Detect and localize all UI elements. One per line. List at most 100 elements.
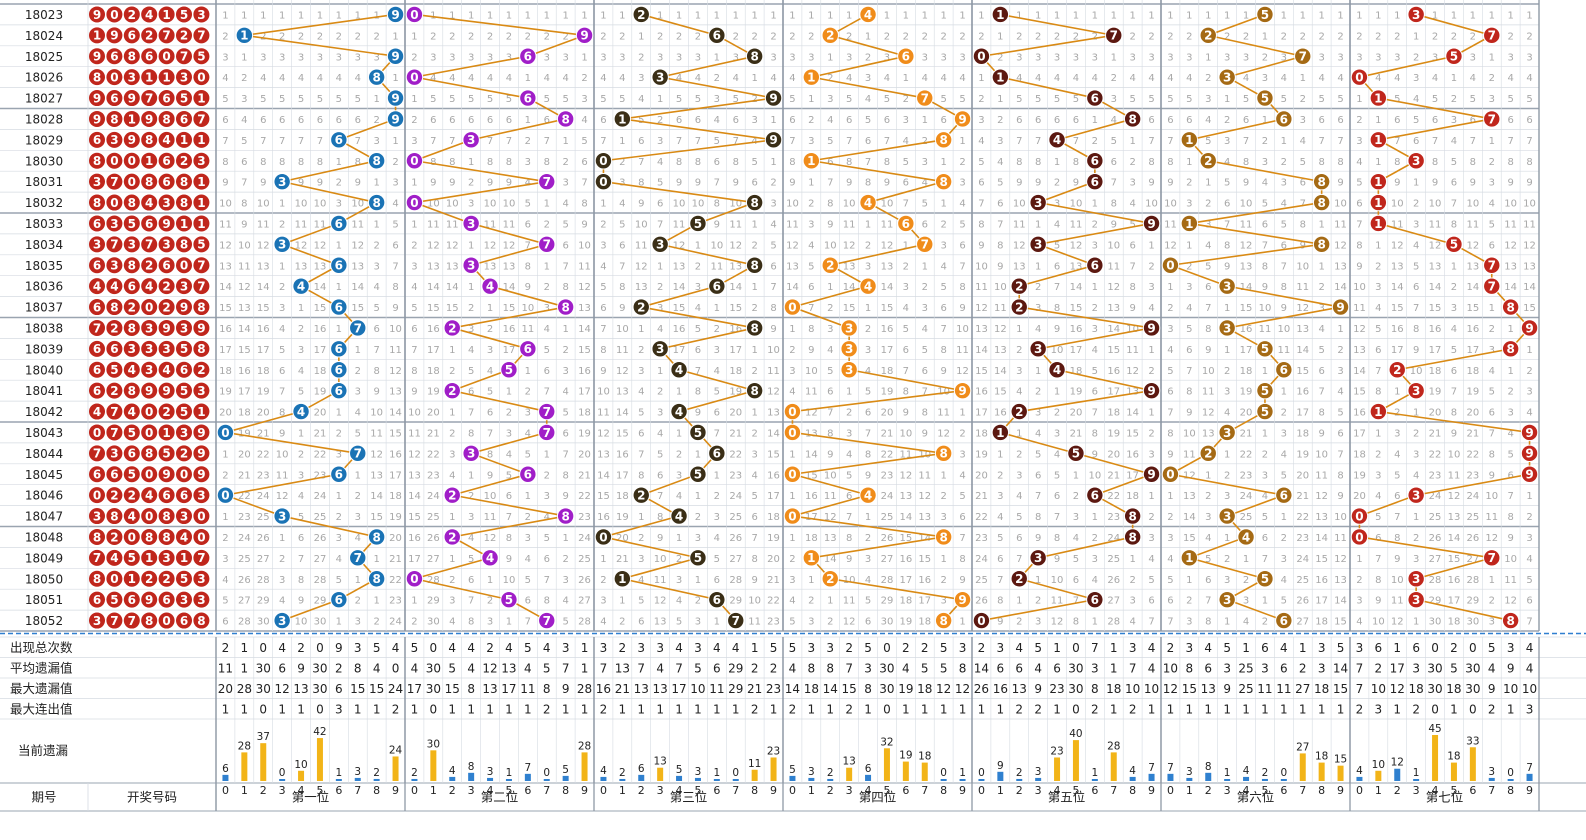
miss-value: 2 — [1035, 31, 1041, 42]
miss-value: 1 — [1148, 491, 1154, 502]
draw-ball — [141, 445, 158, 462]
current-miss-value: 3 — [808, 766, 815, 778]
current-miss-value: 2 — [1262, 767, 1269, 779]
miss-value: 11 — [975, 282, 988, 293]
stat-value: 2 — [978, 641, 986, 655]
miss-value: 1 — [1356, 10, 1362, 21]
miss-value: 7 — [1507, 136, 1513, 147]
miss-value: 12 — [1353, 324, 1366, 335]
miss-value: 2 — [1470, 31, 1476, 42]
miss-value: 4 — [789, 596, 795, 607]
draw-ball-digit: 6 — [110, 342, 118, 356]
miss-value: 5 — [1394, 470, 1400, 481]
miss-value: 3 — [638, 366, 644, 377]
miss-value: 2 — [1129, 157, 1135, 168]
miss-value: 2 — [638, 533, 644, 544]
current-miss-value: 2 — [619, 767, 626, 779]
miss-value: 2 — [525, 136, 531, 147]
miss-value: 6 — [865, 408, 871, 419]
draw-ball-digit: 3 — [197, 593, 205, 607]
miss-value: 5 — [468, 366, 474, 377]
miss-value: 18 — [257, 366, 270, 377]
miss-value: 5 — [562, 408, 568, 419]
miss-value: 3 — [714, 512, 720, 523]
current-miss-bar — [940, 779, 947, 781]
miss-value: 6 — [1016, 115, 1022, 126]
stat-value: 0 — [316, 641, 324, 655]
draw-ball-digit: 4 — [162, 133, 170, 147]
miss-value: 7 — [1356, 219, 1362, 230]
miss-value: 13 — [408, 470, 421, 481]
digit-tick-label: 1 — [997, 784, 1004, 797]
miss-value: 17 — [975, 408, 988, 419]
miss-value: 1 — [1016, 428, 1022, 439]
miss-value: 6 — [1205, 575, 1211, 586]
miss-value: 9 — [1470, 178, 1476, 189]
miss-value: 1 — [562, 136, 568, 147]
miss-value: 11 — [824, 491, 837, 502]
miss-value: 7 — [1035, 491, 1041, 502]
miss-value: 2 — [695, 261, 701, 272]
miss-value: 29 — [881, 596, 894, 607]
draw-ball — [106, 90, 123, 107]
digit-tick-label: 9 — [1526, 784, 1533, 797]
miss-value: 2 — [1413, 52, 1419, 63]
miss-value: 7 — [1224, 219, 1230, 230]
miss-value: 16 — [1240, 324, 1253, 335]
miss-value: 3 — [808, 136, 814, 147]
miss-value: 6 — [922, 366, 928, 377]
miss-value: 2 — [827, 303, 833, 314]
miss-value: 8 — [1413, 324, 1419, 335]
stat-value: 3 — [1356, 641, 1364, 655]
miss-value: 8 — [468, 428, 474, 439]
draw-ball — [158, 110, 175, 127]
current-miss-bar — [1035, 777, 1042, 781]
miss-value: 4 — [1413, 240, 1419, 251]
hit-ball-digit: 8 — [1506, 614, 1514, 628]
miss-value: 6 — [562, 428, 568, 439]
miss-value: 6 — [1318, 115, 1324, 126]
miss-value: 7 — [1092, 408, 1098, 419]
draw-ball-digit: 9 — [180, 300, 188, 314]
miss-value: 20 — [767, 554, 780, 565]
miss-value: 22 — [1466, 449, 1479, 460]
current-miss-bar — [298, 770, 305, 781]
miss-value: 17 — [918, 596, 931, 607]
stat-value: 1 — [222, 702, 230, 716]
current-miss-bar — [827, 778, 834, 781]
current-miss-bar — [997, 771, 1004, 781]
miss-value: 28 — [427, 575, 440, 586]
miss-value: 6 — [1129, 240, 1135, 251]
miss-value: 4 — [1243, 73, 1249, 84]
miss-value: 6 — [865, 617, 871, 628]
draw-ball-digit: 8 — [110, 509, 118, 523]
hit-ball-digit: 7 — [921, 238, 929, 252]
miss-value: 4 — [525, 428, 531, 439]
miss-value: 11 — [427, 219, 440, 230]
miss-value: 13 — [1013, 261, 1026, 272]
miss-value: 17 — [1070, 345, 1083, 356]
current-miss-bar — [808, 777, 815, 781]
miss-value: 1 — [355, 470, 361, 481]
miss-value: 2 — [411, 115, 417, 126]
miss-value: 8 — [865, 449, 871, 460]
miss-value: 2 — [449, 428, 455, 439]
miss-value: 13 — [503, 261, 516, 272]
miss-value: 6 — [1035, 470, 1041, 481]
miss-value: 9 — [430, 178, 436, 189]
draw-ball-digit: 1 — [145, 70, 153, 84]
miss-value: 4 — [1167, 73, 1173, 84]
current-miss-value: 2 — [373, 767, 380, 779]
current-miss-value: 3 — [354, 766, 361, 778]
miss-value: 12 — [1523, 240, 1536, 251]
hit-ball-digit: 8 — [561, 112, 569, 126]
digit-tick-label: 1 — [808, 784, 815, 797]
miss-value: 26 — [314, 533, 327, 544]
stat-value: 2 — [1375, 661, 1383, 675]
draw-ball-digit: 3 — [110, 133, 118, 147]
miss-value: 2 — [1394, 31, 1400, 42]
miss-value: 2 — [1016, 449, 1022, 460]
miss-value: 2 — [487, 31, 493, 42]
miss-value: 10 — [1296, 261, 1309, 272]
miss-value: 2 — [846, 408, 852, 419]
